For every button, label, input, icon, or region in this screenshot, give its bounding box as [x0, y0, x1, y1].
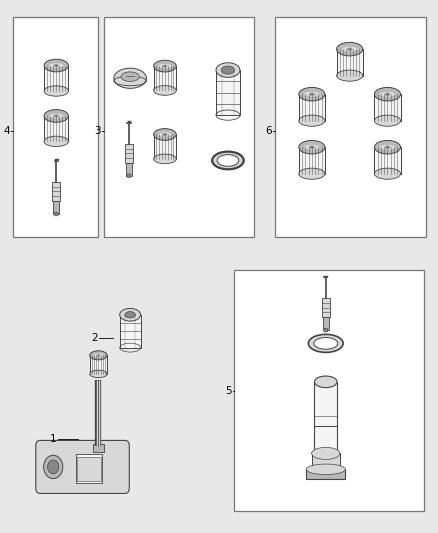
- Bar: [299, 147, 325, 174]
- Ellipse shape: [308, 334, 343, 352]
- FancyBboxPatch shape: [36, 440, 129, 494]
- Bar: [374, 94, 400, 120]
- Ellipse shape: [304, 145, 320, 150]
- Ellipse shape: [154, 154, 176, 164]
- Bar: [125, 144, 133, 163]
- Ellipse shape: [221, 66, 234, 74]
- Ellipse shape: [90, 351, 107, 360]
- Bar: [44, 116, 68, 141]
- Ellipse shape: [304, 92, 320, 96]
- Bar: [216, 70, 240, 115]
- Ellipse shape: [306, 464, 345, 474]
- Text: 1: 1: [49, 434, 56, 444]
- Ellipse shape: [49, 114, 64, 118]
- Ellipse shape: [162, 133, 167, 136]
- Ellipse shape: [127, 174, 131, 177]
- Ellipse shape: [44, 59, 68, 72]
- Bar: [76, 454, 102, 483]
- Ellipse shape: [311, 447, 340, 459]
- Ellipse shape: [347, 47, 352, 51]
- Ellipse shape: [216, 63, 240, 77]
- Ellipse shape: [120, 309, 141, 321]
- Ellipse shape: [309, 93, 314, 96]
- Ellipse shape: [93, 354, 104, 357]
- Ellipse shape: [374, 168, 400, 179]
- Ellipse shape: [299, 140, 325, 154]
- Ellipse shape: [154, 86, 176, 95]
- Ellipse shape: [380, 92, 396, 96]
- Ellipse shape: [44, 110, 68, 122]
- Ellipse shape: [374, 115, 400, 126]
- Bar: [126, 163, 132, 176]
- Ellipse shape: [97, 354, 100, 357]
- Bar: [275, 17, 426, 237]
- Ellipse shape: [125, 312, 135, 318]
- Ellipse shape: [121, 72, 139, 82]
- Ellipse shape: [212, 152, 244, 169]
- Ellipse shape: [90, 370, 107, 377]
- Ellipse shape: [337, 70, 363, 81]
- Bar: [311, 454, 340, 470]
- Bar: [314, 382, 337, 454]
- Circle shape: [44, 455, 63, 479]
- Bar: [154, 134, 176, 159]
- Ellipse shape: [314, 376, 337, 387]
- Ellipse shape: [385, 93, 390, 96]
- Bar: [299, 94, 325, 120]
- Bar: [104, 17, 254, 237]
- Ellipse shape: [374, 87, 400, 101]
- Ellipse shape: [299, 87, 325, 101]
- Ellipse shape: [154, 128, 176, 140]
- Bar: [323, 317, 329, 330]
- Bar: [337, 49, 363, 76]
- Ellipse shape: [342, 47, 357, 52]
- Bar: [120, 315, 141, 348]
- Bar: [90, 356, 107, 374]
- Bar: [306, 470, 345, 479]
- Ellipse shape: [380, 145, 396, 150]
- Bar: [52, 182, 60, 201]
- Bar: [44, 66, 68, 91]
- Ellipse shape: [54, 115, 59, 117]
- Ellipse shape: [324, 328, 328, 332]
- Ellipse shape: [44, 136, 68, 147]
- Text: 6: 6: [265, 126, 272, 136]
- Ellipse shape: [337, 42, 363, 56]
- Ellipse shape: [114, 68, 146, 88]
- Ellipse shape: [309, 146, 314, 149]
- Bar: [322, 298, 330, 317]
- Ellipse shape: [44, 86, 68, 96]
- Ellipse shape: [217, 155, 239, 166]
- Ellipse shape: [162, 64, 167, 68]
- Bar: [13, 17, 98, 237]
- Ellipse shape: [299, 115, 325, 126]
- Circle shape: [48, 460, 59, 474]
- Ellipse shape: [158, 132, 172, 136]
- Ellipse shape: [54, 64, 59, 67]
- Ellipse shape: [154, 60, 176, 72]
- Text: 5: 5: [225, 386, 231, 396]
- Text: 4: 4: [3, 126, 10, 136]
- Text: 3: 3: [95, 126, 101, 136]
- Text: 2: 2: [91, 333, 98, 343]
- Ellipse shape: [158, 64, 172, 68]
- Ellipse shape: [374, 140, 400, 154]
- Bar: [77, 457, 101, 481]
- Bar: [234, 270, 424, 512]
- Ellipse shape: [299, 168, 325, 179]
- Bar: [53, 201, 59, 214]
- Ellipse shape: [385, 146, 390, 149]
- Ellipse shape: [49, 63, 64, 68]
- Bar: [374, 147, 400, 174]
- Bar: [93, 444, 104, 452]
- Ellipse shape: [314, 337, 338, 349]
- Bar: [154, 66, 176, 91]
- Ellipse shape: [54, 212, 58, 216]
